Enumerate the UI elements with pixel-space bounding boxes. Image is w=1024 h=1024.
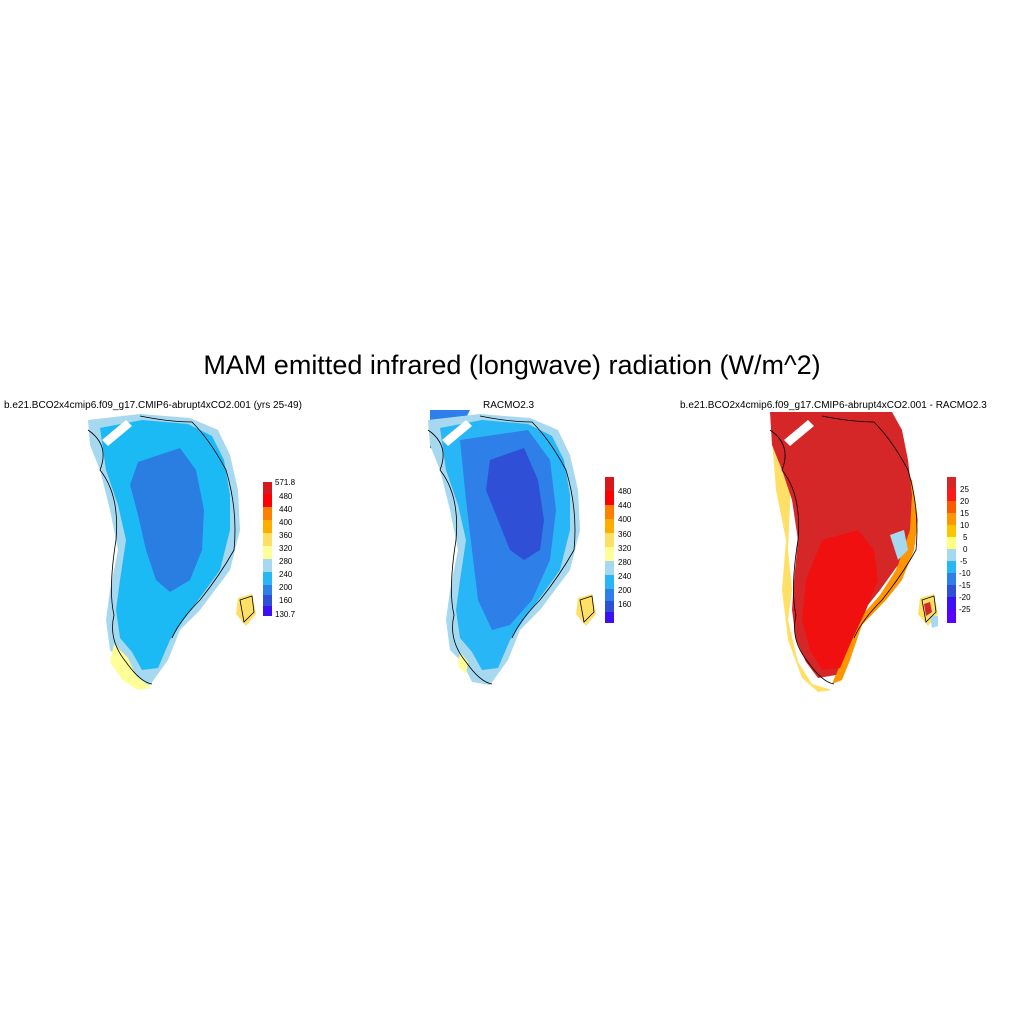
cb2-label: 400 [618,515,632,524]
cb3-label: -25 [959,605,971,614]
cb3-label: 0 [963,545,968,554]
cb1-label: 400 [279,518,293,527]
panel-2-coastline [427,415,595,685]
cb2-label: 280 [618,558,632,567]
cb3-label: -10 [959,569,971,578]
cb1-label: 200 [279,583,293,592]
cb2-label: 200 [618,586,632,595]
cb2-label: 240 [618,572,632,581]
cb3-label: 20 [960,497,969,506]
cb1-label: 440 [279,505,293,514]
cb1-label: 320 [279,544,293,553]
panel-3-land-warm [802,530,878,670]
panel-3-title: b.e21.BCO2x4cmip6.f09_g17.CMIP6-abrupt4x… [680,400,987,411]
panel-3-map [769,412,938,692]
cb2-label: 320 [618,544,632,553]
panel-3-edge-blue-2 [930,616,938,628]
figure-title: MAM emitted infrared (longwave) radiatio… [203,350,821,380]
panel-1-title: b.e21.BCO2x4cmip6.f09_g17.CMIP6-abrupt4x… [4,400,302,411]
cb1-label: 360 [279,531,293,540]
cb3-label: 15 [960,509,969,518]
cb1-label: 480 [279,492,293,501]
cb3-label: 10 [960,521,969,530]
cb2-label: 360 [618,530,632,539]
panel-1-land-core [130,448,204,592]
panel-1-map [87,414,256,690]
cb2-label: 480 [618,487,632,496]
panel-1-east-island [236,594,256,626]
cb3-label: -15 [959,581,971,590]
panel-3-edge-blue-1 [890,530,908,560]
cb1-label: 130.7 [275,610,296,619]
cb1-label: 571.8 [275,478,296,487]
panel-2-east-island [576,594,596,626]
cb1-label: 240 [279,570,293,579]
panel-3-coastline [769,415,937,685]
panel-3-colorbar: 25 20 15 10 5 0 -5 -10 -15 -20 -25 [947,477,997,623]
cb1-label: 160 [279,596,293,605]
cb3-label: 25 [960,485,969,494]
panel-2-title: RACMO2.3 [483,400,535,411]
panel-1-coastline [87,415,255,685]
cb3-label: -20 [959,593,971,602]
panel-1-south-edge [110,644,152,690]
panel-2-land-inner [486,448,544,560]
panel-1-colorbar: 571.8 480 440 400 360 320 280 240 200 16… [263,478,313,619]
cb3-label: 5 [963,533,968,542]
panel-2-colorbar: 480 440 400 360 320 280 240 200 160 [605,477,655,623]
panel-3-island-core [924,602,932,616]
cb1-label: 280 [279,557,293,566]
panel-3-edge-yellow [772,440,832,692]
cb2-label: 160 [618,600,632,609]
panel-2-south-edge [458,652,468,674]
cb2-label: 440 [618,501,632,510]
cb3-label: -5 [960,557,968,566]
panel-2-map [427,410,596,685]
